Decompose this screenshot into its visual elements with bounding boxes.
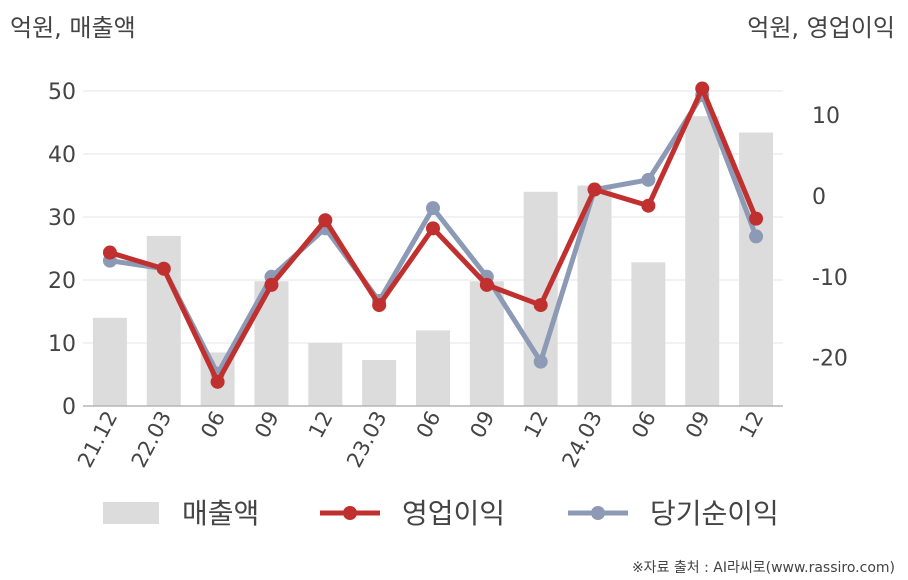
right-axis-unit-label: 억원, 영업이익 <box>747 14 895 42</box>
x-tick-label: 24.03 <box>558 407 607 471</box>
left-tick-label: 50 <box>48 80 76 105</box>
left-tick-label: 20 <box>48 269 76 294</box>
point-operating-profit <box>426 221 440 236</box>
bar-sales <box>631 262 666 406</box>
point-operating-profit <box>587 182 602 197</box>
right-tick-label: 0 <box>812 185 826 210</box>
x-tick-label: 12 <box>304 407 338 442</box>
bar-sales <box>308 343 343 406</box>
bar-sales <box>469 281 504 406</box>
point-operating-profit <box>533 298 548 313</box>
bar-sales <box>362 360 397 406</box>
point-operating-profit <box>641 198 656 213</box>
point-net-income <box>641 172 656 187</box>
source-note: ※자료 출처 : AI라씨로(www.rassiro.com) <box>632 560 895 576</box>
point-operating-profit <box>102 245 117 260</box>
bar-sales <box>685 116 720 406</box>
x-tick-label: 12 <box>735 407 769 442</box>
x-tick-label: 06 <box>196 407 230 442</box>
point-operating-profit <box>210 374 225 389</box>
x-tick-label: 09 <box>681 407 715 442</box>
point-operating-profit <box>695 81 710 96</box>
x-tick-label: 06 <box>627 407 661 442</box>
left-axis-unit-label: 억원, 매출액 <box>10 14 136 42</box>
legend: 매출액 영업이익 당기순이익 <box>103 497 779 530</box>
legend-marker-net-income <box>591 506 605 520</box>
x-tick-label: 09 <box>466 407 500 442</box>
bar-sales <box>416 330 450 406</box>
x-tick-label: 21.12 <box>73 407 122 471</box>
right-tick-label: -10 <box>812 266 848 291</box>
legend-swatch-sales <box>103 502 159 524</box>
left-tick-label: 30 <box>48 206 76 231</box>
x-tick-label: 22.03 <box>127 407 176 471</box>
point-net-income <box>749 229 764 244</box>
left-tick-label: 40 <box>48 143 76 168</box>
left-tick-label: 10 <box>48 332 76 357</box>
left-tick-label: 0 <box>62 395 76 420</box>
x-tick-label: 06 <box>412 407 446 442</box>
point-operating-profit <box>749 211 764 226</box>
legend-marker-operating-profit <box>343 506 357 520</box>
point-operating-profit <box>372 298 387 313</box>
legend-label-sales: 매출액 <box>182 497 259 530</box>
bar-sales <box>92 317 127 406</box>
point-operating-profit <box>156 261 171 276</box>
x-tick-label: 23.03 <box>342 407 391 471</box>
x-tick-label: 09 <box>250 407 284 442</box>
point-operating-profit <box>479 277 494 292</box>
bar-sales <box>739 132 774 406</box>
legend-label-net-income: 당기순이익 <box>650 497 779 530</box>
point-operating-profit <box>264 277 279 292</box>
right-tick-label: -20 <box>812 347 848 372</box>
point-net-income <box>426 201 440 216</box>
lines-group <box>102 81 764 389</box>
x-tick-label: 12 <box>519 407 553 442</box>
right-tick-label: 10 <box>812 104 840 129</box>
bar-sales <box>146 235 181 406</box>
legend-label-operating-profit: 영업이익 <box>402 497 505 530</box>
point-operating-profit <box>318 213 333 228</box>
point-net-income <box>533 354 548 369</box>
